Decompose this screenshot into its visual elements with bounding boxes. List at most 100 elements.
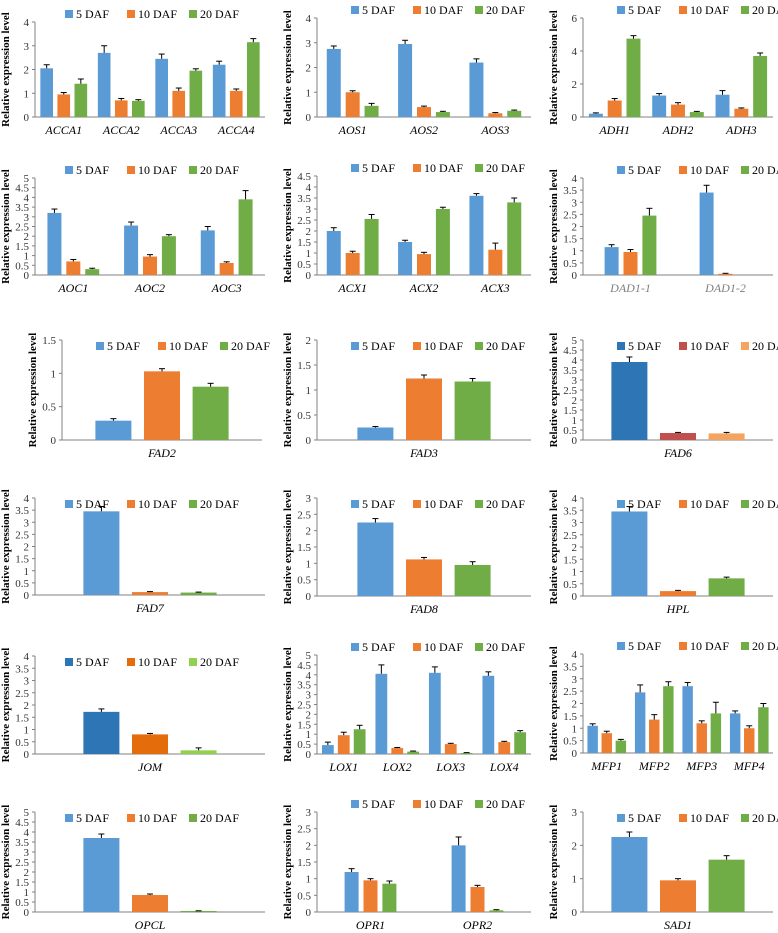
legend-label: 5 DAF: [362, 161, 395, 175]
bar-lox2-5daf: [375, 673, 388, 754]
y-tick-label: 3: [306, 204, 312, 216]
y-tick-label: 4: [24, 17, 30, 29]
bar-jom-10daf: [132, 734, 168, 754]
y-tick-label: 2.5: [15, 222, 29, 234]
bar-opr1-5daf: [344, 872, 359, 912]
y-tick-label: 0: [306, 749, 312, 761]
y-tick-label: 2.5: [563, 385, 577, 397]
bar-hpl-10daf: [660, 591, 696, 596]
legend-swatch: [679, 166, 687, 174]
y-tick-label: 0: [306, 270, 312, 282]
y-tick-label: 1: [572, 874, 578, 886]
bar-lox4-20daf: [514, 732, 527, 754]
y-tick-label: 4: [572, 46, 578, 58]
x-category-label: ACCA3: [159, 123, 197, 137]
bar-jom-20daf: [180, 750, 217, 754]
bar-adh3-5daf: [715, 94, 730, 117]
legend-label: 10 DAF: [424, 3, 463, 17]
y-tick-label: 3.5: [563, 661, 577, 673]
bar-aoc3-20daf: [238, 199, 253, 275]
y-tick-label: 1: [572, 723, 578, 735]
y-tick-label: 0.5: [42, 402, 56, 414]
bar-aoc1-5daf: [47, 212, 62, 275]
x-category-label: FAD6: [663, 446, 692, 460]
y-tick-label: 1.5: [563, 554, 577, 566]
legend-swatch: [617, 814, 625, 822]
x-category-label: MFP1: [590, 759, 622, 773]
legend-swatch: [475, 643, 483, 651]
legend-swatch: [189, 814, 197, 822]
y-tick-label: 3: [572, 518, 578, 530]
legend-label: 20 DAF: [200, 497, 239, 511]
legend-swatch: [189, 166, 197, 174]
y-axis-label: Relative expression level: [0, 648, 12, 763]
y-tick-label: 2.5: [297, 700, 311, 712]
y-tick-label: 4: [24, 192, 30, 204]
legend-swatch: [413, 342, 421, 350]
y-tick-label: 1.5: [15, 877, 29, 889]
legend-swatch: [127, 500, 135, 508]
y-tick-label: 3: [24, 41, 30, 53]
y-tick-label: 0: [24, 749, 30, 761]
chart-panel-4: Relative expression level 00.511.522.533.…: [0, 163, 265, 295]
legend-swatch: [679, 814, 687, 822]
chart-panel-3: Relative expression level 0 2 4 6 ADH1 ADH2 ADH…: [548, 3, 778, 137]
bar-aoc1-10daf: [66, 261, 81, 275]
legend-label: 5 DAF: [628, 339, 661, 353]
bar-acca3-5daf: [155, 58, 168, 117]
y-tick-label: 3.5: [297, 680, 311, 692]
y-tick-label: 3.5: [563, 365, 577, 377]
x-category-label: ACX2: [409, 281, 439, 295]
bar-lox1-5daf: [321, 745, 334, 754]
y-tick-label: 3.5: [15, 837, 29, 849]
legend-swatch: [127, 10, 135, 18]
y-tick-label: 2: [306, 840, 312, 852]
y-tick-label: 2: [572, 222, 578, 234]
bar-adh1-10daf: [607, 100, 622, 117]
y-tick-label: 0: [24, 907, 30, 919]
bar-mfp4-5daf: [729, 713, 741, 753]
y-tick-label: 1: [24, 566, 30, 578]
legend-swatch: [617, 6, 625, 14]
chart-panel-17: Relative expression level 0 0.5 1 1.5 2 2.5 3 OP…: [282, 797, 531, 932]
y-tick-label: 3.5: [563, 505, 577, 517]
legend-label: 20 DAF: [486, 497, 525, 511]
bar-opr2-20daf: [489, 910, 504, 912]
legend-label: 10 DAF: [138, 655, 177, 669]
legend-swatch: [741, 6, 749, 14]
y-tick-label: 1: [24, 887, 30, 899]
bar-acx1-10daf: [345, 253, 360, 275]
bar-acx2-5daf: [398, 242, 413, 275]
y-axis-label: Relative expression level: [282, 10, 294, 125]
x-category-label: AOS1: [338, 123, 367, 137]
legend-label: 20 DAF: [486, 797, 525, 811]
bar-opcl-20daf: [180, 911, 217, 912]
bar-adh2-5daf: [652, 95, 667, 117]
y-tick-label: 2.5: [15, 688, 29, 700]
y-tick-label: 5: [572, 335, 578, 347]
legend-swatch: [96, 342, 104, 350]
y-tick-label: 0: [572, 748, 578, 760]
x-category-label: SAD1: [664, 918, 692, 932]
y-axis-label: Relative expression level: [282, 805, 294, 920]
legend-label: 10 DAF: [424, 497, 463, 511]
bar-fad3-20daf: [454, 381, 491, 440]
y-tick-label: 4.5: [297, 660, 311, 672]
chart-panel-13: Relative expression level 00.511.522.533.…: [0, 648, 265, 774]
y-tick-label: 3: [306, 493, 312, 505]
legend-swatch: [413, 800, 421, 808]
bar-acca4-20daf: [247, 42, 260, 117]
y-tick-label: 1.5: [563, 234, 577, 246]
y-axis-label: Relative expression level: [548, 333, 560, 448]
legend-swatch: [65, 500, 73, 508]
bar-acx2-10daf: [417, 254, 431, 275]
legend-label: 10 DAF: [138, 7, 177, 21]
y-tick-label: 4.5: [15, 183, 29, 195]
legend-swatch: [413, 164, 421, 172]
y-tick-label: 4: [572, 173, 578, 185]
legend-label: 5 DAF: [362, 640, 395, 654]
y-tick-label: 1.5: [297, 237, 311, 249]
bar-opr2-5daf: [451, 845, 466, 912]
x-category-label: LOX3: [435, 760, 465, 774]
